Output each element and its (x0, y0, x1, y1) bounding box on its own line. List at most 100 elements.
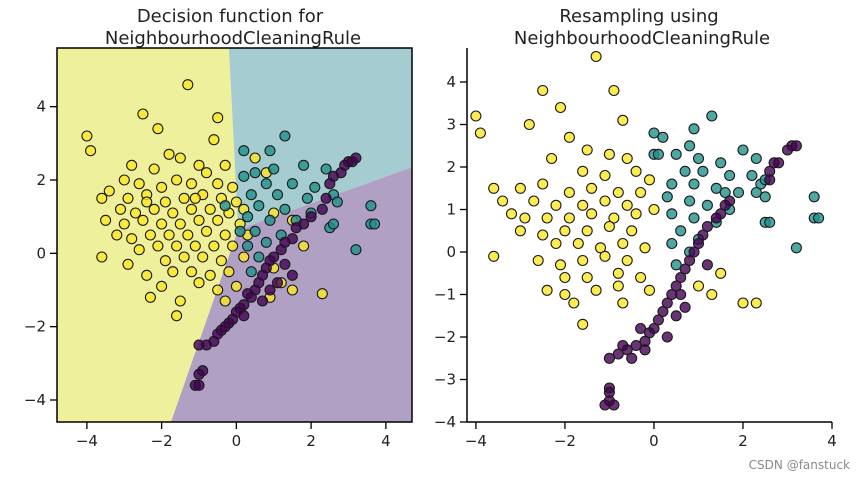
scatter-point-class-1 (271, 189, 284, 201)
scatter-point-class-0 (657, 305, 669, 318)
scatter-point-class-0 (635, 322, 647, 335)
scatter-point-class-2 (148, 163, 160, 175)
scatter-point-class-0 (242, 288, 254, 300)
y-tick-label: −4 (434, 413, 456, 431)
scatter-point-class-2 (639, 242, 651, 254)
scatter-point-class-1 (670, 259, 682, 271)
scatter-point-class-2 (204, 203, 216, 215)
scatter-point-class-2 (497, 195, 509, 207)
scatter-point-class-2 (141, 269, 153, 281)
scatter-point-class-2 (621, 152, 633, 165)
decision-function-panel: Decision function for NeighbourhoodClean… (24, 6, 413, 450)
scatter-point-class-2 (590, 284, 602, 296)
scatter-point-class-2 (715, 267, 727, 279)
scatter-point-class-0 (773, 157, 785, 169)
right-axes: −4 −2 0 2 4 −4 −3 −2 −1 0 1 2 3 4 (434, 48, 837, 450)
scatter-point-class-1 (666, 237, 678, 250)
scatter-point-class-0 (286, 269, 298, 281)
scatter-point-class-0 (675, 288, 687, 301)
scatter-point-class-2 (630, 208, 642, 220)
scatter-point-class-2 (126, 159, 138, 171)
scatter-point-class-1 (684, 195, 696, 207)
scatter-point-class-2 (541, 212, 553, 224)
scatter-point-class-0 (688, 246, 700, 258)
scatter-point-class-1 (264, 145, 276, 157)
scatter-point-class-0 (701, 259, 713, 271)
scatter-point-class-2 (590, 50, 602, 63)
scatter-point-class-1 (327, 218, 340, 230)
scatter-point-class-1 (746, 169, 758, 182)
scatter-point-class-2 (581, 144, 593, 156)
scatter-point-class-2 (167, 266, 179, 278)
scatter-point-class-1 (652, 148, 664, 160)
scatter-point-class-2 (185, 178, 198, 190)
scatter-point-class-1 (286, 178, 298, 190)
scatter-point-class-0 (256, 295, 269, 307)
scatter-point-class-1 (666, 208, 678, 220)
scatter-point-class-1 (657, 131, 669, 143)
scatter-point-class-0 (679, 263, 691, 275)
scatter-point-class-0 (193, 379, 205, 391)
right-scatter-points (470, 50, 825, 411)
scatter-point-class-2 (537, 229, 549, 241)
scatter-point-class-2 (612, 186, 624, 199)
scatter-point-class-1 (710, 182, 722, 194)
scatter-point-class-0 (238, 310, 250, 322)
scatter-point-class-0 (661, 331, 673, 343)
scatter-point-class-0 (275, 244, 287, 256)
x-tick-label: −2 (554, 432, 576, 450)
scatter-point-class-2 (156, 181, 168, 193)
scatter-point-class-2 (122, 258, 134, 270)
scatter-point-class-1 (688, 178, 700, 190)
scatter-point-class-2 (208, 134, 220, 146)
scatter-point-class-2 (286, 284, 298, 296)
scatter-point-class-2 (554, 101, 567, 114)
scatter-point-class-2 (550, 199, 562, 211)
scatter-point-class-1 (249, 167, 261, 179)
scatter-point-class-2 (137, 214, 149, 226)
scatter-point-class-2 (227, 240, 239, 252)
scatter-point-class-2 (692, 280, 705, 292)
scatter-point-class-2 (563, 131, 575, 143)
scatter-point-class-2 (568, 297, 580, 309)
x-tick-label: 2 (738, 432, 748, 450)
scatter-point-class-2 (603, 148, 615, 160)
scatter-point-class-2 (156, 280, 168, 292)
scatter-point-class-2 (208, 240, 220, 252)
scatter-point-class-2 (156, 218, 168, 230)
scatter-point-class-2 (227, 181, 239, 193)
scatter-point-class-2 (174, 218, 186, 230)
scatter-point-class-2 (171, 240, 183, 252)
scatter-point-class-0 (608, 399, 620, 411)
scatter-point-class-1 (688, 123, 700, 135)
scatter-point-class-2 (599, 195, 611, 207)
y-tick-label: 0 (446, 243, 456, 261)
x-tick-label: −4 (76, 432, 98, 450)
scatter-point-class-1 (249, 225, 261, 237)
scatter-point-class-2 (163, 148, 175, 160)
scatter-point-class-2 (144, 291, 156, 303)
scatter-point-class-1 (648, 127, 660, 139)
scatter-point-class-1 (666, 178, 678, 190)
x-tick-label: −2 (151, 432, 173, 450)
scatter-point-class-2 (81, 130, 93, 142)
scatter-point-class-1 (688, 212, 700, 224)
left-scatter-points (81, 79, 381, 391)
scatter-point-class-2 (129, 207, 142, 219)
y-tick-label: −2 (24, 318, 46, 336)
scatter-point-class-2 (635, 271, 647, 284)
scatter-point-class-2 (737, 297, 749, 309)
scatter-point-class-2 (298, 240, 310, 252)
scatter-point-class-2 (635, 186, 647, 199)
scatter-point-class-2 (171, 310, 183, 322)
scatter-point-class-2 (122, 192, 134, 204)
scatter-point-class-2 (603, 220, 615, 233)
scatter-point-class-0 (324, 178, 336, 190)
scatter-point-class-0 (679, 301, 691, 313)
scatter-point-class-0 (697, 229, 709, 241)
scatter-point-class-2 (215, 255, 227, 267)
scatter-point-class-2 (189, 240, 201, 252)
scatter-point-class-2 (152, 240, 164, 252)
scatter-point-class-1 (369, 218, 381, 230)
